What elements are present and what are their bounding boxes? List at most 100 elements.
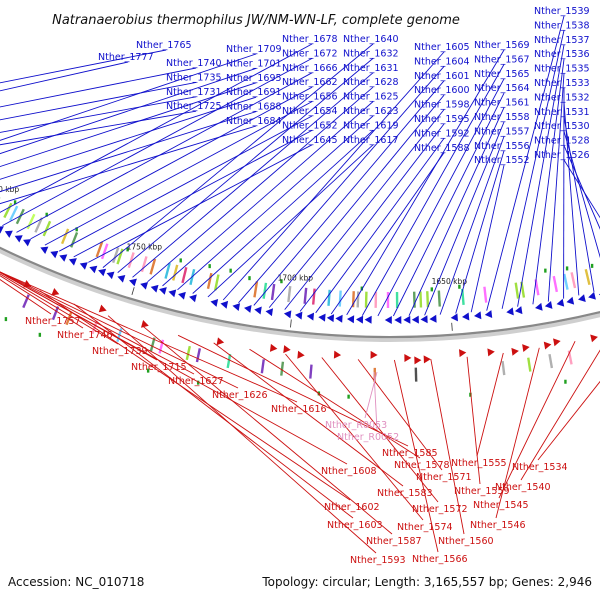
- forward-gene-label: Nther_1552: [474, 155, 530, 166]
- reverse-gene-leader-line: [6, 275, 348, 465]
- reverse-gene-leader-line: [249, 348, 421, 459]
- forward-gene-leader-line: [0, 111, 257, 193]
- cog-feature-block: [374, 291, 378, 308]
- forward-gene-label: Nther_1556: [474, 141, 530, 152]
- genome-summary-text: Topology: circular; Length: 3,165,557 bp…: [261, 575, 592, 589]
- forward-gene-label: Nther_1640: [343, 34, 399, 45]
- cog-feature-block: [338, 290, 342, 307]
- forward-gene-arrow: [403, 315, 411, 324]
- reverse-gene-arrow: [590, 334, 598, 343]
- forward-gene-label: Nther_1600: [414, 85, 470, 96]
- forward-gene-label: Nther_1777: [98, 52, 154, 63]
- reverse-gene-leader-line: [107, 315, 377, 554]
- forward-gene-arrow: [556, 298, 565, 307]
- forward-gene-label: Nther_1526: [534, 150, 590, 161]
- forward-gene-label: Nther_1678: [282, 34, 338, 45]
- forward-gene-arrow: [4, 230, 13, 238]
- reverse-gene-arrow: [51, 288, 60, 296]
- reverse-gene-arrow: [423, 355, 431, 364]
- reverse-gene-arrow: [297, 350, 305, 359]
- gc-feature-dot: [38, 332, 42, 337]
- forward-gene-label: Nther_1569: [474, 40, 530, 51]
- kbp-tick-label: 1650 kbp: [432, 277, 468, 286]
- reverse-gene-arrow: [511, 347, 519, 356]
- forward-gene-label: Nther_1619: [343, 120, 399, 131]
- cog-feature-block: [3, 202, 13, 219]
- reverse-gene-leader-line: [213, 342, 404, 487]
- forward-gene-leader-line: [392, 92, 505, 317]
- forward-gene-leader-line: [0, 96, 197, 133]
- forward-gene-leader-line: [0, 53, 257, 141]
- cog-feature-block: [570, 272, 577, 289]
- reverse-gene-leader-line: [0, 271, 298, 403]
- forward-gene-leader-line: [147, 86, 374, 283]
- cog-feature-block: [149, 258, 157, 275]
- forward-gene-leader-line: [0, 61, 129, 92]
- forward-gene-leader-line: [268, 94, 445, 308]
- forward-gene-leader-line: [486, 15, 565, 311]
- forward-gene-label: Nther_1684: [226, 116, 282, 127]
- forward-gene-leader-line: [162, 101, 374, 287]
- forward-gene-leader-line: [207, 144, 374, 298]
- forward-gene-leader-line: [238, 66, 445, 304]
- gc-feature-dot: [229, 268, 232, 273]
- rna-gene-label: Nther_R0052: [337, 432, 399, 443]
- cog-feature-block: [34, 217, 44, 233]
- forward-gene-leader-line: [0, 96, 257, 180]
- forward-gene-leader-line: [0, 67, 197, 108]
- reverse-gene-label: Nther_1608: [321, 466, 377, 477]
- reverse-gene-leader-line: [39, 290, 351, 501]
- forward-gene-leader-line: [0, 82, 257, 168]
- cog-feature-block: [351, 291, 355, 308]
- forward-gene-arrow: [326, 314, 335, 323]
- reverse-gene-leader-line: [142, 325, 393, 535]
- map-title: Natranaerobius thermophilus JW/NM-WN-LF,…: [52, 13, 460, 28]
- cog-feature-block-reverse: [501, 361, 506, 376]
- forward-gene-arrow: [220, 300, 229, 309]
- cog-feature-block: [311, 288, 316, 305]
- reverse-gene-arrow: [553, 338, 561, 347]
- forward-gene-label: Nther_1532: [534, 92, 590, 103]
- forward-gene-label: Nther_1645: [282, 135, 338, 146]
- forward-gene-arrow: [474, 311, 482, 320]
- gc-feature-dot: [179, 258, 182, 263]
- gc-feature-dot: [565, 266, 569, 271]
- forward-gene-arrow: [514, 306, 523, 315]
- forward-gene-leader-line: [517, 44, 565, 307]
- forward-gene-leader-line: [177, 115, 374, 291]
- cog-feature-block-reverse: [185, 345, 191, 361]
- forward-gene-leader-line: [439, 136, 505, 315]
- kbp-tick-label: 1700 kbp: [278, 274, 314, 283]
- forward-gene-label: Nther_1538: [534, 20, 590, 31]
- reverse-gene-label: Nther_1715: [131, 362, 187, 373]
- reverse-gene-arrow: [283, 345, 291, 354]
- gc-feature-dot: [126, 247, 129, 252]
- reverse-gene-label: Nther_1602: [324, 502, 380, 513]
- forward-gene-arrow: [254, 306, 262, 315]
- forward-gene-label: Nther_1530: [534, 121, 590, 132]
- forward-gene-label: Nther_1688: [226, 102, 282, 113]
- cog-feature-block: [42, 220, 52, 237]
- reverse-gene-label: Nther_1572: [412, 504, 468, 515]
- forward-gene-label: Nther_1601: [414, 71, 470, 82]
- forward-gene-arrow: [265, 308, 274, 317]
- forward-gene-arrow: [150, 284, 159, 293]
- forward-gene-label: Nther_1595: [414, 114, 470, 125]
- forward-gene-label: Nther_1656: [282, 92, 338, 103]
- cog-feature-block: [514, 282, 520, 299]
- forward-gene-label: Nther_1628: [343, 77, 399, 88]
- forward-gene-label: Nther_1652: [282, 120, 338, 131]
- reverse-gene-leader-line: [430, 359, 465, 535]
- forward-gene-label: Nther_1557: [474, 126, 530, 137]
- cog-feature-block: [70, 232, 79, 248]
- forward-gene-leader-line: [132, 72, 374, 278]
- forward-gene-leader-line: [2, 58, 313, 226]
- reverse-gene-label: Nther_1540: [495, 482, 551, 493]
- cog-feature-block: [9, 205, 19, 222]
- forward-gene-arrow: [159, 287, 167, 295]
- forward-gene-arrow: [484, 310, 493, 319]
- reverse-gene-label: Nther_1746: [57, 330, 113, 341]
- gc-feature-dot: [469, 392, 472, 397]
